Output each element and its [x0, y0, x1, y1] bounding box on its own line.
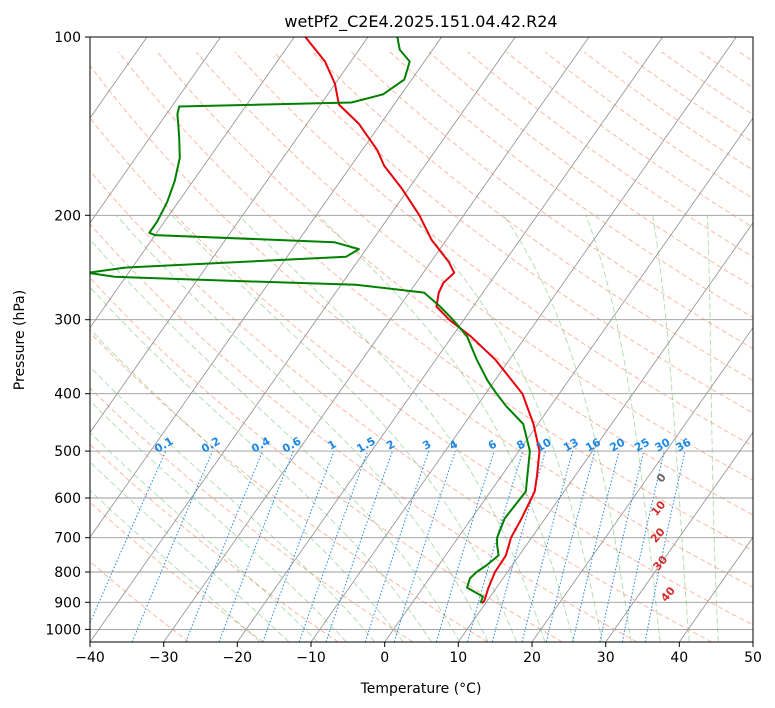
mixing-ratio-line [572, 450, 620, 642]
moist-adiabat-line [90, 489, 261, 642]
temperature-profile-line [304, 37, 541, 604]
moist-adiabat-line [171, 214, 517, 642]
dry-adiabat-line [90, 170, 712, 642]
isotherm-line [90, 37, 221, 224]
isotherm-line [90, 37, 516, 642]
moist-adiabat-line [90, 461, 290, 642]
dry-adiabat-line [90, 117, 753, 626]
moist-adiabat-line [317, 214, 575, 642]
x-tick-label: −20 [223, 650, 253, 666]
moist-adiabat-line [707, 215, 719, 642]
grid-layer [90, 37, 753, 642]
x-tick-label: −40 [75, 650, 105, 666]
x-tick-label: 50 [744, 650, 762, 666]
dry-adiabat-line [312, 51, 753, 381]
dry-adiabat-line [350, 51, 753, 350]
isotherm-line [236, 37, 663, 642]
dry-adiabat-line [90, 223, 638, 642]
moist-adiabat-line [90, 238, 461, 642]
mixing-ratio-line [621, 450, 665, 642]
isotherm-line [457, 221, 753, 642]
mixing-ratio-line [364, 450, 430, 642]
mixing-ratio-line [185, 450, 264, 642]
y-tick-label: 500 [54, 444, 81, 460]
moist-adiabat-line [503, 215, 632, 642]
plot-frame [89, 36, 754, 643]
moist-adiabat-line [585, 215, 661, 642]
isotherm-line [90, 37, 295, 329]
lines-layer [90, 37, 541, 604]
moist-adiabat-line [238, 214, 546, 642]
dry-adiabat-line [157, 51, 753, 516]
x-axis-title: Temperature (°C) [360, 681, 482, 697]
mixing-ratio-line [131, 450, 214, 642]
dry-adiabat-line [195, 51, 753, 481]
mixing-ratio-line [325, 450, 393, 642]
x-tick-label: 30 [597, 650, 615, 666]
y-tick-label: 800 [54, 565, 81, 581]
y-axis-title: Pressure (hPa) [12, 290, 28, 390]
dry-adiabat-line [428, 51, 753, 288]
mixing-ratio-line [218, 450, 294, 642]
dewpoint-profile-line [90, 37, 531, 604]
mixing-ratio-line [90, 450, 167, 625]
dry-adiabat-line [90, 443, 339, 642]
dry-adiabat-line [273, 51, 753, 414]
mixing-ratio-line [435, 450, 495, 642]
x-tick-label: 10 [449, 650, 467, 666]
mixing-ratio-line [521, 450, 574, 642]
y-tick-label: 300 [54, 313, 81, 329]
isotherm-line [384, 117, 753, 642]
isotherm-line [310, 37, 737, 642]
dry-adiabat-line [90, 277, 563, 642]
y-tick-label: 900 [54, 595, 81, 611]
moist-adiabat-line [90, 328, 404, 642]
moist-adiabat-line [90, 400, 347, 642]
isotherm-line [531, 326, 753, 642]
dry-adiabat-line [90, 387, 414, 642]
dry-adiabat-line [90, 560, 190, 642]
isotherm-line [678, 536, 753, 642]
x-axis: −40 −30 −20 −10 0 10 20 30 40 50 [75, 642, 762, 666]
y-tick-label: 700 [54, 531, 81, 547]
moist-adiabat-line [409, 214, 603, 642]
moist-adiabat-line [90, 366, 376, 642]
x-tick-label: 40 [670, 650, 688, 666]
x-tick-label: −10 [296, 650, 326, 666]
y-tick-label: 1000 [45, 622, 81, 638]
y-tick-label: 200 [54, 208, 81, 224]
chart-title: wetPf2_C2E4.2025.151.04.42.R24 [284, 12, 557, 32]
mixing-ratio-line [599, 450, 645, 642]
dry-adiabat-line [118, 51, 753, 552]
mixing-ratio-line [491, 450, 546, 642]
isotherm-line [90, 37, 442, 538]
y-tick-label: 100 [54, 30, 81, 46]
mixing-ratio-line [644, 450, 686, 642]
x-tick-label: −30 [149, 650, 179, 666]
mixing-ratio-line [393, 450, 456, 642]
mixing-ratio-line [262, 450, 335, 642]
moist-adiabat-line [652, 215, 690, 642]
x-tick-label: 20 [523, 650, 541, 666]
mixing-ratio-line [298, 450, 369, 642]
isotherm-line [90, 37, 369, 434]
isotherm-line [163, 37, 590, 642]
y-tick-label: 600 [54, 491, 81, 507]
isotherm-line [605, 431, 753, 642]
x-tick-label: 0 [380, 650, 389, 666]
dry-adiabat-line [90, 64, 753, 588]
y-tick-label: 400 [54, 387, 81, 403]
moist-adiabat-line [116, 215, 489, 642]
y-axis: 100 200 300 400 500 600 700 800 900 1000 [45, 30, 90, 638]
